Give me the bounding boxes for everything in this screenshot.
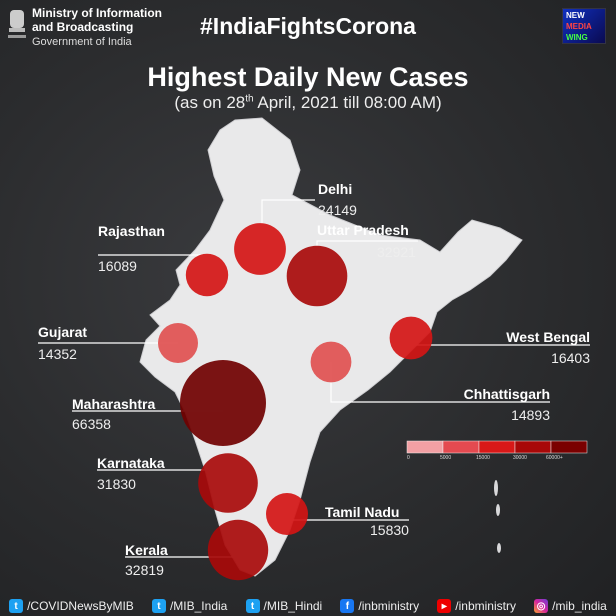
case-bubbles — [158, 223, 433, 581]
state-value-chhattisgarh: 14893 — [511, 407, 550, 423]
legend-tick: 5000 — [440, 455, 452, 461]
social-handle: /MIB_India — [169, 599, 228, 613]
bubble-kerala — [207, 519, 269, 581]
national-emblem-icon — [8, 10, 26, 38]
social-link[interactable]: t/MIB_Hindi — [245, 599, 323, 613]
social-link[interactable]: t/MIB_India — [151, 599, 228, 613]
bubble-chhattisgarh — [310, 341, 352, 383]
subtitle-text-end: April, 2021 till 08:00 AM) — [253, 93, 442, 112]
state-name-maharashtra: Maharashtra — [72, 396, 156, 412]
social-handle: /inbministry — [358, 599, 420, 613]
state-name-west-bengal: West Bengal — [506, 329, 590, 345]
bubble-maharashtra — [180, 360, 266, 446]
state-value-rajasthan: 16089 — [98, 258, 137, 274]
state-name-rajasthan: Rajasthan — [98, 223, 165, 239]
state-value-delhi: 24149 — [318, 202, 357, 218]
youtube-icon: ▸ — [437, 599, 452, 613]
state-value-tamil-nadu: 15830 — [370, 522, 409, 538]
social-link[interactable]: ◎/mib_india — [534, 599, 607, 613]
social-handle: /MIB_Hindi — [263, 599, 323, 613]
page-subtitle: (as on 28th April, 2021 till 08:00 AM) — [0, 93, 616, 113]
legend-swatch — [550, 440, 588, 454]
bubble-rajasthan — [185, 253, 229, 297]
legend-bar — [406, 440, 588, 454]
legend-tick: 60000+ — [546, 455, 563, 461]
legend-tick: 30000 — [513, 455, 527, 461]
legend-swatch — [478, 440, 516, 454]
hashtag: #IndiaFightsCorona — [200, 13, 416, 39]
government-label: Government of India — [32, 36, 132, 48]
state-name-uttar-pradesh: Uttar Pradesh — [317, 222, 409, 238]
legend-swatch — [406, 440, 444, 454]
twitter-icon: t — [151, 599, 166, 613]
instagram-icon: ◎ — [534, 599, 549, 613]
subtitle-sup: th — [245, 93, 254, 105]
legend-tick: 0 — [407, 455, 410, 461]
social-link[interactable]: t/COVIDNewsByMIB — [9, 599, 134, 613]
social-link[interactable]: ▸/inbministry — [437, 599, 516, 613]
new-media-wing-logo: NEW MEDIA WING — [562, 8, 606, 44]
social-handle: /inbministry — [455, 599, 516, 613]
state-name-delhi: Delhi — [318, 181, 353, 197]
bubble-west-bengal — [389, 316, 433, 360]
bubble-delhi — [234, 223, 286, 275]
legend-tick: 15000 — [476, 455, 490, 461]
state-value-kerala: 32819 — [125, 562, 164, 578]
twitter-icon: t — [245, 599, 260, 613]
legend-swatch — [442, 440, 480, 454]
footer-social-links: t/COVIDNewsByMIB t/MIB_India t/MIB_Hindi… — [0, 596, 616, 616]
bubble-karnataka — [198, 453, 258, 513]
state-name-chhattisgarh: Chhattisgarh — [463, 386, 550, 402]
bubble-tamil-nadu — [266, 493, 308, 535]
bubble-gujarat — [158, 323, 198, 363]
state-value-gujarat: 14352 — [38, 346, 77, 362]
state-value-karnataka: 31830 — [97, 476, 136, 492]
legend-swatch — [514, 440, 552, 454]
facebook-icon: f — [340, 599, 355, 613]
social-link[interactable]: f/inbministry — [340, 599, 419, 613]
social-handle: /COVIDNewsByMIB — [27, 599, 134, 613]
andaman-islands — [494, 480, 501, 553]
twitter-icon: t — [9, 599, 24, 613]
social-handle: /mib_india — [552, 599, 607, 613]
state-name-kerala: Kerala — [125, 542, 168, 558]
state-value-west-bengal: 16403 — [551, 350, 590, 366]
state-value-uttar-pradesh: 32921 — [377, 244, 416, 260]
page-title: Highest Daily New Cases — [147, 62, 469, 92]
state-name-gujarat: Gujarat — [38, 324, 88, 340]
subtitle-text: (as on 28 — [174, 93, 246, 112]
state-name-karnataka: Karnataka — [97, 455, 165, 471]
state-name-tamil-nadu: Tamil Nadu — [325, 504, 400, 520]
bubble-uttar-pradesh — [286, 245, 348, 307]
state-value-maharashtra: 66358 — [72, 416, 111, 432]
ministry-name: Ministry of Information and Broadcasting — [32, 6, 162, 34]
